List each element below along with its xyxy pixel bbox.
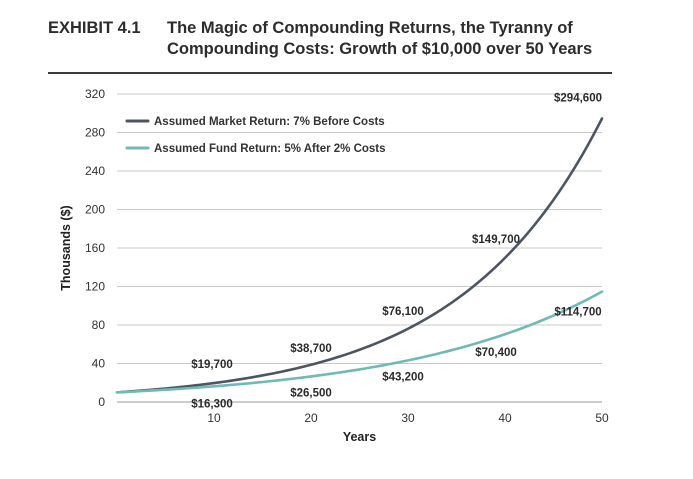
y-tick-label: 240	[85, 164, 105, 178]
y-tick-label: 320	[85, 87, 105, 101]
x-axis-title: Years	[343, 430, 376, 444]
y-axis-title: Thousands ($)	[59, 205, 73, 290]
data-label-s1-10: $19,700	[191, 359, 233, 371]
series-line-2	[115, 290, 604, 394]
header-rule	[48, 72, 612, 74]
x-tick-label: 40	[498, 411, 512, 425]
exhibit-number: EXHIBIT 4.1	[48, 19, 141, 37]
data-label-s2-30: $43,200	[382, 371, 424, 383]
series-line-1	[115, 117, 604, 394]
data-label-s1-50: $294,600	[554, 92, 602, 104]
data-label-s2-10: $16,300	[191, 398, 233, 410]
data-label-s2-50: $114,700	[554, 307, 601, 319]
x-tick-label: 10	[207, 411, 221, 425]
legend-label-1: Assumed Market Return: 7% Before Costs	[154, 116, 385, 128]
legend-label-2: Assumed Fund Return: 5% After 2% Costs	[154, 143, 386, 155]
y-tick-label: 80	[92, 318, 106, 332]
data-label-s2-40: $70,400	[475, 347, 517, 359]
x-tick-label: 20	[304, 411, 318, 425]
chart-title: The Magic of Compounding Returns, the Ty…	[167, 19, 593, 58]
y-tick-label: 200	[85, 203, 105, 217]
y-tick-label: 0	[98, 395, 105, 409]
y-tick-label: 280	[85, 126, 105, 140]
x-tick-label: 50	[595, 411, 609, 425]
data-label-s1-40: $149,700	[472, 234, 520, 246]
data-label-s2-20: $26,500	[290, 387, 332, 399]
data-label-s1-20: $38,700	[290, 343, 332, 355]
y-tick-label: 40	[92, 357, 106, 371]
data-label-s1-30: $76,100	[382, 306, 424, 318]
y-tick-label: 160	[85, 241, 105, 255]
x-tick-label: 30	[401, 411, 415, 425]
y-tick-label: 120	[85, 280, 105, 294]
